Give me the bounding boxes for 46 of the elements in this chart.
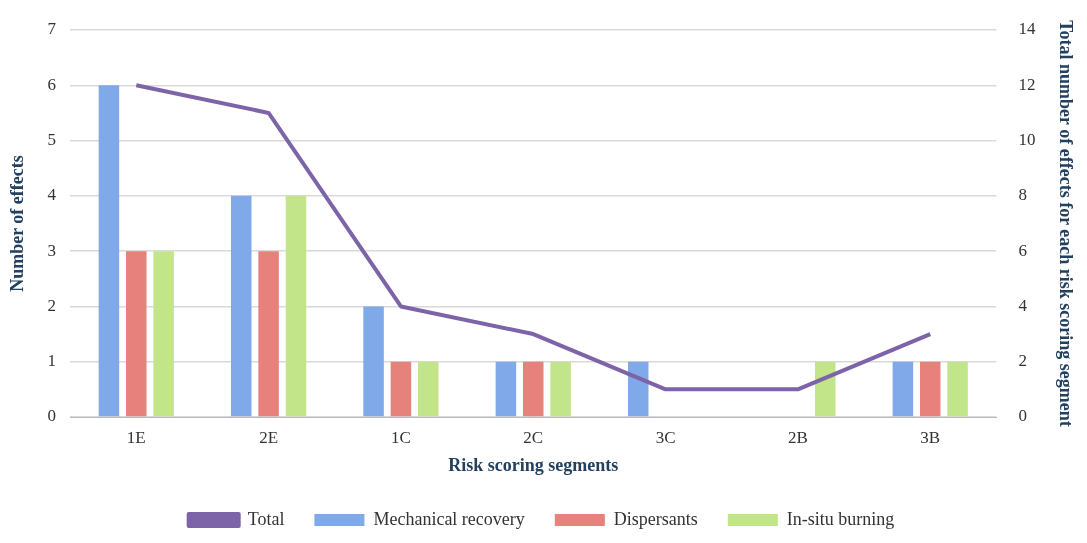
legend-label: Mechanical recovery <box>373 508 525 529</box>
y-axis-title: Number of effects <box>7 155 28 292</box>
x-tick-label: 3B <box>920 427 941 447</box>
bar <box>550 361 571 417</box>
x-tick-label: 2B <box>787 427 808 447</box>
x-tick-label: 1E <box>126 427 146 447</box>
bar <box>947 361 968 417</box>
y2-tick-label: 4 <box>1018 295 1028 315</box>
bar <box>230 195 252 417</box>
bar <box>495 361 517 417</box>
legend-label: Total <box>247 508 285 529</box>
y-tick-label: 0 <box>47 406 57 426</box>
y2-tick-label: 2 <box>1018 351 1027 371</box>
legend-label: In-situ burning <box>786 508 895 529</box>
y2-tick-label: 14 <box>1018 19 1036 39</box>
bar <box>919 361 941 417</box>
bar <box>390 361 412 417</box>
y2-tick-label: 0 <box>1018 406 1027 426</box>
legend-label: Dispersants <box>613 508 698 529</box>
bar <box>258 251 279 417</box>
y-tick-label: 4 <box>47 185 57 205</box>
bar <box>363 306 384 417</box>
y2-tick-label: 12 <box>1018 74 1036 94</box>
x-tick-label: 3C <box>655 427 676 447</box>
x-tick-label: 2E <box>259 427 279 447</box>
y-tick-label: 2 <box>47 295 57 315</box>
y-tick-label: 7 <box>47 19 57 39</box>
y2-tick-label: 6 <box>1018 240 1027 260</box>
bar <box>153 251 174 417</box>
x-tick-label: 1C <box>391 427 411 447</box>
x-axis-title: Risk scoring segments <box>448 454 619 475</box>
y-tick-label: 1 <box>47 351 57 371</box>
bar <box>523 361 544 417</box>
x-tick-label: 2C <box>523 427 544 447</box>
y2-axis-title: Total number of effects for each risk scoring segment <box>1055 20 1076 427</box>
bar <box>285 195 307 417</box>
bar <box>892 361 914 417</box>
bar <box>418 361 439 417</box>
bar <box>98 85 120 417</box>
y-tick-label: 3 <box>47 240 57 260</box>
y2-tick-label: 10 <box>1018 130 1036 150</box>
y-tick-label: 6 <box>47 74 57 94</box>
y-tick-label: 5 <box>47 130 57 150</box>
bar <box>815 361 836 417</box>
y2-tick-label: 8 <box>1018 185 1027 205</box>
bar <box>126 251 147 417</box>
